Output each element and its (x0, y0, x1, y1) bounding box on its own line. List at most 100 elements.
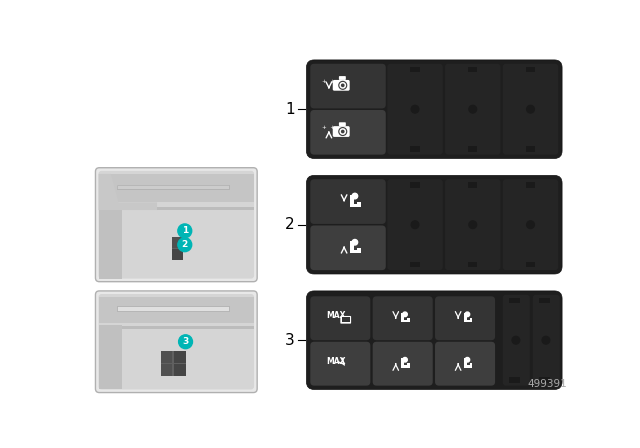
FancyBboxPatch shape (310, 64, 386, 108)
Circle shape (465, 358, 470, 362)
Bar (468, 262, 477, 267)
Bar (401, 319, 409, 322)
Text: MAX: MAX (327, 357, 346, 366)
FancyBboxPatch shape (310, 179, 386, 224)
Circle shape (469, 105, 477, 113)
Bar (526, 182, 535, 188)
Circle shape (340, 82, 346, 88)
Bar (539, 298, 550, 303)
FancyBboxPatch shape (445, 64, 500, 155)
Bar (350, 195, 355, 207)
Bar (174, 364, 186, 375)
Bar (407, 363, 410, 368)
FancyBboxPatch shape (333, 80, 349, 91)
Circle shape (339, 82, 347, 89)
Bar (172, 250, 183, 260)
Circle shape (342, 130, 344, 133)
FancyBboxPatch shape (435, 342, 495, 386)
Bar (350, 241, 355, 254)
Bar (410, 262, 420, 267)
Circle shape (403, 312, 407, 317)
Bar (463, 358, 467, 368)
FancyBboxPatch shape (503, 295, 530, 386)
FancyBboxPatch shape (310, 110, 386, 155)
Circle shape (352, 193, 358, 199)
Bar (463, 319, 472, 322)
Bar (99, 174, 254, 202)
Text: 2: 2 (182, 240, 188, 249)
FancyBboxPatch shape (503, 179, 558, 270)
Bar (410, 67, 420, 72)
Bar (463, 313, 467, 322)
FancyBboxPatch shape (445, 179, 500, 270)
Circle shape (403, 358, 407, 362)
FancyBboxPatch shape (307, 176, 562, 274)
FancyBboxPatch shape (387, 179, 443, 270)
Bar (99, 203, 122, 279)
Bar (117, 306, 228, 311)
Bar (463, 365, 472, 368)
FancyBboxPatch shape (340, 316, 351, 323)
FancyBboxPatch shape (99, 294, 254, 389)
Text: 499391: 499391 (527, 379, 566, 389)
FancyBboxPatch shape (310, 342, 371, 386)
Text: +  +: + + (323, 79, 335, 84)
Bar (350, 250, 360, 254)
Text: 3: 3 (182, 337, 189, 346)
FancyBboxPatch shape (95, 291, 257, 392)
FancyBboxPatch shape (339, 76, 346, 80)
FancyBboxPatch shape (503, 64, 558, 155)
Circle shape (542, 336, 550, 344)
Circle shape (527, 105, 534, 113)
Polygon shape (99, 174, 157, 210)
Bar (401, 358, 404, 368)
Text: 1: 1 (285, 102, 295, 116)
FancyBboxPatch shape (307, 60, 562, 159)
Bar (350, 204, 360, 207)
Bar (468, 146, 477, 151)
FancyBboxPatch shape (333, 126, 349, 137)
Circle shape (465, 312, 470, 317)
Bar (117, 185, 228, 189)
Text: 3: 3 (285, 333, 295, 348)
Bar (468, 67, 477, 72)
FancyBboxPatch shape (310, 296, 371, 340)
Bar (99, 297, 254, 323)
Bar (526, 146, 535, 151)
FancyBboxPatch shape (310, 225, 386, 270)
Circle shape (411, 105, 419, 113)
Bar (470, 318, 472, 322)
Text: 2: 2 (285, 217, 295, 232)
Circle shape (340, 129, 346, 134)
Bar (161, 351, 172, 362)
Bar (401, 365, 409, 368)
Bar (410, 182, 420, 188)
Circle shape (411, 221, 419, 228)
Bar (161, 351, 186, 375)
Bar (401, 313, 404, 322)
Bar (174, 351, 186, 362)
Bar (509, 298, 520, 303)
Bar (468, 182, 477, 188)
FancyBboxPatch shape (95, 168, 257, 282)
Circle shape (527, 221, 534, 228)
Bar (99, 207, 254, 210)
Bar (526, 67, 535, 72)
Circle shape (352, 240, 358, 245)
Bar (161, 364, 172, 375)
Circle shape (339, 128, 347, 135)
Bar (357, 248, 361, 254)
FancyBboxPatch shape (307, 291, 562, 389)
Circle shape (512, 336, 520, 344)
Bar (357, 202, 361, 207)
FancyBboxPatch shape (387, 64, 443, 155)
FancyBboxPatch shape (533, 295, 560, 386)
Bar (407, 318, 410, 322)
Text: MAX: MAX (327, 311, 346, 320)
Bar (99, 326, 254, 329)
FancyBboxPatch shape (372, 342, 433, 386)
Bar (410, 146, 420, 151)
Circle shape (178, 224, 192, 238)
Bar (539, 377, 550, 383)
FancyBboxPatch shape (435, 296, 495, 340)
